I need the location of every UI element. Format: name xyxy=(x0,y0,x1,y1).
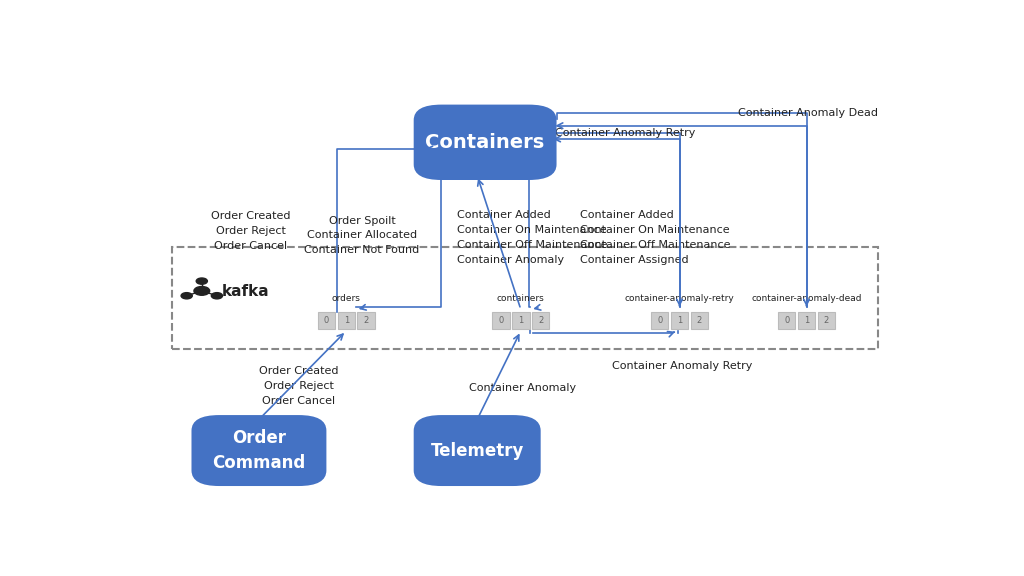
Text: Container Anomaly Retry: Container Anomaly Retry xyxy=(612,361,753,372)
FancyBboxPatch shape xyxy=(317,312,335,328)
Text: Containers: Containers xyxy=(426,133,545,152)
Text: Container Anomaly Retry: Container Anomaly Retry xyxy=(555,128,695,138)
FancyBboxPatch shape xyxy=(191,415,327,486)
FancyBboxPatch shape xyxy=(671,312,688,328)
Text: 2: 2 xyxy=(696,316,702,325)
Text: containers: containers xyxy=(497,294,545,304)
FancyBboxPatch shape xyxy=(414,415,541,486)
Circle shape xyxy=(197,278,208,284)
FancyBboxPatch shape xyxy=(798,312,815,328)
Circle shape xyxy=(194,286,210,295)
Text: 1: 1 xyxy=(804,316,809,325)
Text: orders: orders xyxy=(332,294,360,304)
Text: Order
Command: Order Command xyxy=(212,429,305,472)
Text: Order Created
Order Reject
Order Cancel: Order Created Order Reject Order Cancel xyxy=(259,366,338,406)
FancyBboxPatch shape xyxy=(414,105,557,180)
Text: 2: 2 xyxy=(364,316,369,325)
Text: 1: 1 xyxy=(344,316,349,325)
Text: 0: 0 xyxy=(499,316,504,325)
Text: container-anomaly-retry: container-anomaly-retry xyxy=(625,294,734,304)
Text: Order Created
Order Reject
Order Cancel: Order Created Order Reject Order Cancel xyxy=(211,211,291,251)
Text: container-anomaly-dead: container-anomaly-dead xyxy=(752,294,862,304)
FancyBboxPatch shape xyxy=(651,312,669,328)
Circle shape xyxy=(181,293,193,299)
FancyBboxPatch shape xyxy=(817,312,836,328)
Text: kafka: kafka xyxy=(221,285,269,300)
FancyBboxPatch shape xyxy=(357,312,375,328)
Text: 2: 2 xyxy=(823,316,829,325)
FancyBboxPatch shape xyxy=(778,312,796,328)
Text: 0: 0 xyxy=(324,316,329,325)
Text: 0: 0 xyxy=(657,316,663,325)
FancyBboxPatch shape xyxy=(531,312,550,328)
Text: Container Anomaly: Container Anomaly xyxy=(469,384,577,393)
Text: 1: 1 xyxy=(677,316,682,325)
FancyBboxPatch shape xyxy=(338,312,355,328)
Text: 0: 0 xyxy=(784,316,790,325)
FancyBboxPatch shape xyxy=(493,312,510,328)
Text: 2: 2 xyxy=(538,316,544,325)
FancyBboxPatch shape xyxy=(512,312,529,328)
Text: Container Added
Container On Maintenance
Container Off Maintenance
Container Ano: Container Added Container On Maintenance… xyxy=(458,210,608,265)
Text: 1: 1 xyxy=(518,316,523,325)
Circle shape xyxy=(211,293,222,299)
FancyBboxPatch shape xyxy=(690,312,709,328)
Text: Order Spoilt
Container Allocated
Container Not Found: Order Spoilt Container Allocated Contain… xyxy=(304,215,420,255)
Text: Telemetry: Telemetry xyxy=(430,442,524,460)
Text: Container Added
Container On Maintenance
Container Off Maintenance
Container Ass: Container Added Container On Maintenance… xyxy=(581,210,731,265)
Text: Container Anomaly Dead: Container Anomaly Dead xyxy=(738,108,878,119)
